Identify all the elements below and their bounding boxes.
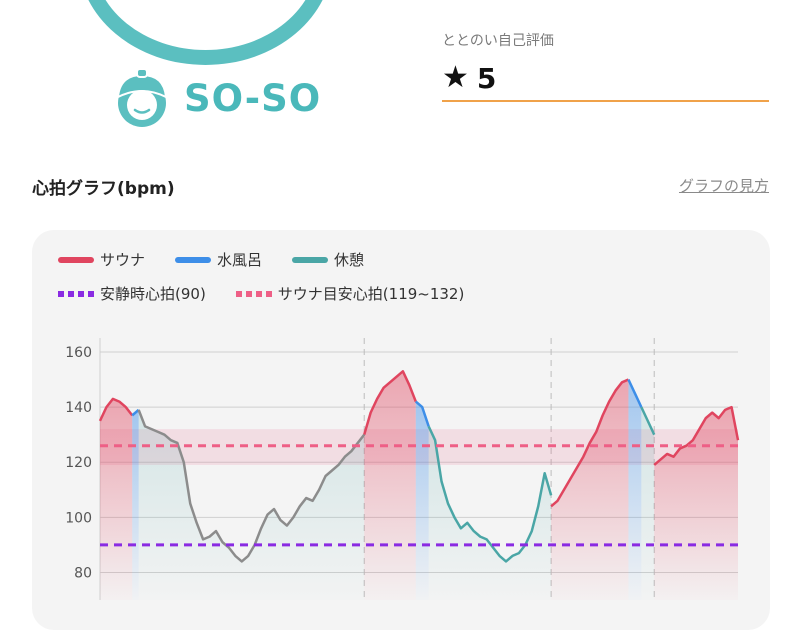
water-bath-area <box>415 401 429 600</box>
legend-sauna-swatch <box>58 256 94 263</box>
legend-water-bath-swatch <box>175 256 212 263</box>
legend-sauna-target: サウナ目安心拍(119~132) <box>235 283 465 304</box>
sauna-line <box>98 397 134 422</box>
sauna-line <box>363 370 417 436</box>
star-icon: ★ <box>442 60 469 95</box>
legend-resting-hr: 安静時心拍(90) <box>58 283 206 304</box>
heart-rate-title: 心拍グラフ(bpm) <box>32 179 175 199</box>
y-tick-label: 80 <box>74 565 92 581</box>
sauna-line <box>653 405 740 466</box>
sauna-line <box>550 378 629 508</box>
legend-sauna-target-label: サウナ目安心拍(119~132) <box>277 285 465 303</box>
face-with-hat-icon <box>116 68 168 127</box>
legend-water-bath-label: 水風呂 <box>217 251 263 269</box>
mood-label: SO-SO <box>184 76 322 120</box>
legend-rest: 休憩 <box>292 249 364 270</box>
rest-line <box>137 409 366 563</box>
rating-label: ととのい自己評価 <box>442 33 554 49</box>
rest-line <box>640 406 656 436</box>
y-tick-label: 140 <box>65 400 92 416</box>
sauna-area <box>100 398 133 600</box>
rest-area <box>641 407 655 600</box>
legend-resting-hr-swatch <box>58 290 94 297</box>
rest-line <box>427 425 553 563</box>
y-tick-label: 160 <box>65 345 92 361</box>
water-bath-line <box>627 379 643 408</box>
legend-rest-label: 休憩 <box>334 251 365 269</box>
legend-sauna: サウナ <box>58 249 145 270</box>
graph-guide-link[interactable]: グラフの見方 <box>678 177 769 195</box>
y-tick-label: 120 <box>65 455 92 471</box>
mood-indicator: SO-SO <box>112 66 342 130</box>
legend-sauna-label: サウナ <box>100 251 146 269</box>
legend-water-bath: 水風呂 <box>175 249 262 270</box>
rest-area <box>138 409 365 600</box>
water-bath-area <box>132 409 139 600</box>
legend-sauna-target-swatch <box>235 290 272 297</box>
legend-row-phases: サウナ 水風呂 休憩 <box>58 249 394 270</box>
rating-field[interactable]: ★ 5 <box>442 56 769 102</box>
rest-area <box>428 426 552 600</box>
water-bath-line <box>414 400 430 427</box>
water-bath-area <box>628 379 642 600</box>
heart-rate-chart: 160 140 120 100 80 <box>65 338 740 600</box>
sauna-area <box>364 371 416 600</box>
legend-resting-hr-label: 安静時心拍(90) <box>100 285 206 303</box>
y-tick-label: 100 <box>65 510 92 526</box>
rating-value: 5 <box>476 61 497 95</box>
legend-rest-swatch <box>292 256 329 263</box>
water-bath-line <box>131 408 140 417</box>
legend-row-references: 安静時心拍(90) サウナ目安心拍(119~132) <box>58 283 494 304</box>
